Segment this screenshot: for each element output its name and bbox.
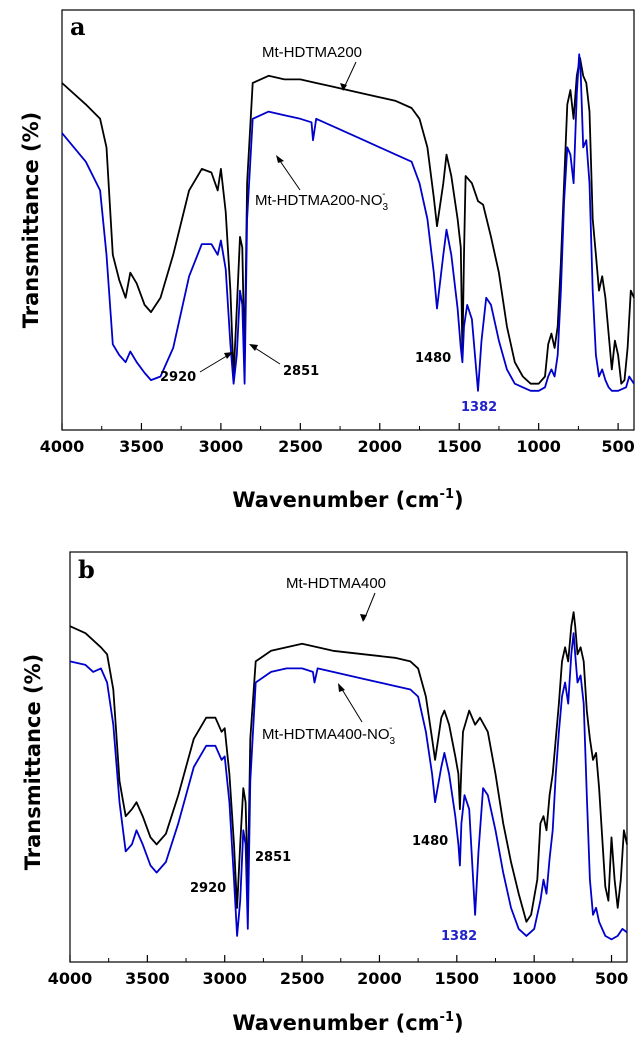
- peak-arrowhead-2851-a: [249, 344, 258, 351]
- series-label-arrowhead-b1: [360, 614, 367, 622]
- series-group-a: [61, 53, 635, 392]
- plot-frame-a: [61, 9, 635, 431]
- x-axis-title-a: Wavenumber (cm-1): [232, 487, 463, 512]
- series-label-mt-hdtma400-no3: Mt-HDTMA400-NO3 -: [262, 723, 396, 747]
- x-axis-title-close-a: ): [454, 488, 464, 512]
- x-axis-title-main-b: Wavenumber (cm: [232, 1011, 439, 1035]
- series-label-main-b2: Mt-HDTMA400-NO: [262, 726, 390, 743]
- x-tick-label-b: 1500: [435, 969, 480, 988]
- x-tick-label-b: 3500: [125, 969, 170, 988]
- peak-label-2920-a: 2920: [160, 370, 196, 385]
- peak-arrow-2920-a: [199, 353, 231, 373]
- x-tick-label-b: 2500: [280, 969, 325, 988]
- x-tick-label-b: 2000: [357, 969, 402, 988]
- peak-label-1480-a: 1480: [415, 351, 451, 366]
- peak-arrowhead-2920-a: [224, 352, 233, 359]
- series-label-mt-hdtma200: Mt-HDTMA200: [262, 44, 362, 61]
- panel-letter-b: b: [78, 555, 95, 584]
- x-axis-title-close-b: ): [454, 1011, 464, 1035]
- series-group-b: [69, 611, 628, 941]
- x-tick-label-a: 500: [601, 437, 634, 456]
- x-tick-label-a: 3000: [199, 437, 244, 456]
- chart-panel-b: b 4000 3500 3000 2500 2000 1500 1000 500 Mt-HDT…: [21, 551, 628, 1035]
- x-tick-label-a: 1500: [437, 437, 482, 456]
- series-line-b-hdtma-no3: [69, 632, 628, 941]
- x-tick-label-b: 3000: [202, 969, 247, 988]
- x-tick-label-b: 1000: [512, 969, 557, 988]
- series-label-arrowhead-a1: [340, 83, 347, 91]
- series-label-arrowhead-b2: [338, 683, 345, 692]
- peak-label-2920-b: 2920: [190, 881, 226, 896]
- plot-frame-b: [69, 551, 628, 963]
- x-axis-title-main-a: Wavenumber (cm: [232, 488, 439, 512]
- series-line-a-hdtma-no3: [61, 53, 635, 392]
- x-tick-label-a: 2500: [278, 437, 323, 456]
- x-tick-label-a: 1000: [516, 437, 561, 456]
- peak-label-1382-a: 1382: [461, 400, 497, 415]
- x-axis-ticks-b: 4000 3500 3000 2500 2000 1500 1000 500: [48, 955, 628, 988]
- series-line-b-hdtma: [69, 611, 628, 923]
- x-tick-label-b: 500: [595, 969, 628, 988]
- peak-label-2851-a: 2851: [283, 364, 319, 379]
- x-axis-ticks-a: 4000 3500 3000 2500 2000 1500 1000 500: [40, 423, 635, 456]
- series-label-sub-b2: 3: [390, 736, 396, 747]
- peak-label-1382-b: 1382: [441, 929, 477, 944]
- panel-letter-a: a: [70, 12, 86, 41]
- series-label-sup-a2: -: [382, 189, 385, 200]
- x-tick-label-b: 4000: [48, 969, 93, 988]
- series-label-arrowhead-a2: [276, 155, 284, 163]
- series-label-mt-hdtma200-no3: Mt-HDTMA200-NO3 -: [255, 189, 389, 213]
- x-axis-title-b: Wavenumber (cm-1): [232, 1010, 463, 1035]
- series-label-sup-b2: -: [389, 723, 392, 734]
- series-label-arrow-b2: [339, 685, 363, 723]
- y-axis-title-b: Transmittance (%): [21, 654, 45, 871]
- series-label-main-a2: Mt-HDTMA200-NO: [255, 192, 383, 209]
- peak-label-1480-b: 1480: [412, 834, 448, 849]
- x-tick-label-a: 4000: [40, 437, 85, 456]
- peak-label-2851-b: 2851: [255, 850, 291, 865]
- peak-arrow-2851-a: [251, 345, 281, 365]
- x-axis-title-sup-b: -1: [440, 1010, 454, 1025]
- y-axis-title-a: Transmittance (%): [19, 112, 43, 329]
- series-label-arrow-a2: [277, 157, 301, 191]
- series-label-mt-hdtma400: Mt-HDTMA400: [286, 575, 386, 592]
- series-label-sub-a2: 3: [383, 202, 389, 213]
- series-line-a-hdtma: [61, 57, 635, 385]
- chart-panel-a: a 4000 3500 3000 2500 2000 1500 1000 500 Mt-HDT…: [19, 9, 635, 512]
- x-axis-title-sup-a: -1: [440, 487, 454, 502]
- x-tick-label-a: 3500: [119, 437, 164, 456]
- x-tick-label-a: 2000: [358, 437, 403, 456]
